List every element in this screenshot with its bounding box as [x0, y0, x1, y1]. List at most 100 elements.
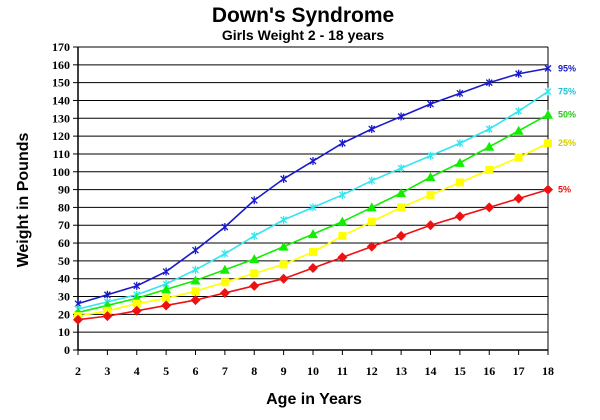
series-75-percentile [77, 90, 549, 310]
plot-area: 0 10 20 30 40 50 60 70 80 90 100 110 120 130 140 150 160… [52, 40, 576, 378]
data-point [513, 193, 524, 204]
y-tick-label: 50 [58, 254, 70, 268]
data-point [454, 157, 465, 167]
y-tick-label: 60 [58, 236, 70, 250]
data-point [396, 188, 407, 198]
y-axis-label: Weight in Pounds [15, 133, 32, 268]
y-tick-label: 70 [58, 218, 70, 232]
x-tick-label: 17 [513, 364, 525, 378]
data-point [543, 184, 553, 195]
data-point [484, 141, 495, 151]
data-point [191, 287, 200, 296]
x-tick-label: 5 [163, 364, 169, 378]
data-point [397, 203, 406, 212]
data-point [427, 100, 434, 109]
data-point [192, 246, 199, 255]
x-tick-label: 8 [251, 364, 257, 378]
series-50-percentile [77, 114, 549, 314]
data-point [544, 87, 552, 96]
data-point [249, 280, 260, 291]
x-tick-label: 10 [307, 364, 319, 378]
x-tick-label: 18 [542, 364, 554, 378]
x-tick-label: 14 [425, 364, 437, 378]
y-tick-label: 10 [58, 325, 70, 339]
data-point [103, 290, 111, 299]
data-point [484, 202, 495, 213]
y-tick-label: 160 [52, 58, 70, 72]
y-tick-label: 170 [52, 40, 70, 54]
y-tick-label: 20 [58, 307, 70, 321]
series-label: 75% [558, 87, 576, 97]
data-point [192, 265, 199, 274]
x-tick-label: 13 [395, 364, 407, 378]
data-point [485, 78, 493, 87]
data-point [485, 124, 493, 133]
data-point [366, 202, 377, 212]
data-point [280, 215, 288, 224]
data-point [280, 174, 288, 183]
data-point [162, 267, 170, 276]
x-tick-label: 7 [222, 364, 228, 378]
data-point [162, 294, 171, 303]
data-point [544, 139, 552, 148]
y-tick-label: 120 [52, 129, 70, 143]
data-point [514, 153, 523, 162]
data-point [515, 69, 523, 78]
x-tick-label: 16 [483, 364, 495, 378]
data-point [397, 164, 405, 173]
series-label: 5% [558, 185, 571, 195]
x-tick-label: 2 [75, 364, 81, 378]
series-label: 25% [558, 138, 576, 148]
series-line [77, 90, 549, 310]
data-point [250, 269, 259, 278]
data-point [367, 217, 376, 226]
chart-subtitle: Girls Weight 2 - 18 years [222, 27, 385, 43]
data-point [396, 230, 407, 241]
data-point [279, 260, 288, 269]
data-point [190, 295, 201, 306]
data-point [368, 124, 376, 133]
data-point [278, 273, 289, 284]
data-point [454, 211, 465, 222]
chart-title: Down's Syndrome [212, 4, 394, 27]
data-point [250, 231, 258, 240]
data-point [161, 284, 172, 294]
data-point [221, 223, 229, 232]
x-tick-label: 11 [337, 364, 348, 378]
y-tick-label: 80 [58, 200, 70, 214]
x-tick-label: 3 [104, 364, 110, 378]
data-point [427, 151, 434, 160]
data-point [425, 172, 436, 182]
data-point [426, 190, 435, 199]
x-axis-label: Age in Years [266, 391, 362, 408]
data-point [219, 287, 230, 298]
data-point [309, 157, 317, 166]
data-point [455, 178, 464, 187]
data-point [456, 139, 464, 148]
series-line [77, 114, 549, 314]
series-label: 95% [558, 63, 576, 73]
y-tick-label: 130 [52, 111, 70, 125]
data-point [425, 220, 436, 231]
y-tick-label: 0 [64, 343, 70, 357]
x-tick-label: 4 [134, 364, 140, 378]
data-point [132, 299, 141, 308]
data-point [544, 64, 552, 73]
data-point [220, 278, 229, 287]
y-tick-label: 40 [58, 272, 70, 286]
x-tick-label: 15 [454, 364, 466, 378]
data-point [308, 263, 318, 274]
data-point [103, 306, 112, 315]
data-point [309, 203, 317, 212]
data-point [366, 241, 377, 252]
x-tick-label: 9 [281, 364, 287, 378]
y-tick-label: 140 [52, 93, 70, 107]
x-tick-label: 6 [193, 364, 199, 378]
data-point [161, 300, 172, 311]
y-tick-label: 150 [52, 76, 70, 90]
series-label: 50% [558, 110, 576, 120]
data-point [308, 229, 318, 239]
data-point [309, 247, 317, 256]
y-tick-label: 110 [53, 147, 70, 161]
